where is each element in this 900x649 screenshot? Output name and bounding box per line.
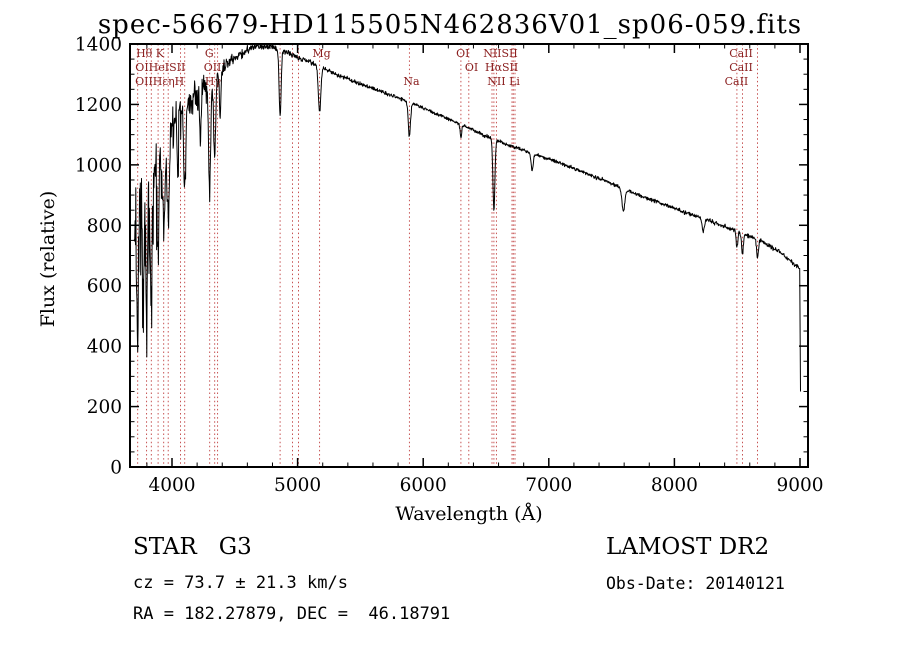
svg-text:4000: 4000: [148, 475, 195, 496]
svg-text:Mg: Mg: [312, 47, 330, 60]
svg-text:200: 200: [87, 397, 122, 418]
x-axis-label: Wavelength (Å): [395, 503, 543, 525]
svg-text:CaII: CaII: [729, 47, 753, 60]
svg-text:1400: 1400: [75, 35, 122, 56]
coordinates-label: RA = 182.27879, DEC = 46.18791: [133, 604, 451, 624]
object-class-label: STAR G3: [133, 534, 252, 560]
svg-text:Na: Na: [403, 75, 420, 88]
plot-title: spec-56679-HD115505N462836V01_sp06-059.f…: [97, 10, 803, 40]
svg-text:HαSII: HαSII: [485, 61, 518, 74]
svg-text:OI: OI: [465, 61, 478, 74]
svg-text:NII Li: NII Li: [487, 75, 520, 88]
survey-label: LAMOST DR2: [606, 534, 770, 560]
svg-text:Hθ K: Hθ K: [136, 47, 165, 60]
svg-text:OIII: OIII: [204, 61, 226, 74]
svg-text:1000: 1000: [75, 155, 122, 176]
svg-text:OIHeISII: OIHeISII: [135, 61, 185, 74]
svg-text:400: 400: [87, 337, 122, 358]
svg-text:CaII: CaII: [729, 61, 753, 74]
svg-text:5000: 5000: [274, 475, 321, 496]
svg-text:CaII: CaII: [725, 75, 749, 88]
redshift-velocity-label: cz = 73.7 ± 21.3 km/s: [133, 573, 348, 593]
svg-text:OIIHεηH: OIIHεηH: [135, 75, 184, 88]
svg-text:800: 800: [87, 216, 122, 237]
svg-text:6000: 6000: [400, 475, 447, 496]
svg-text:9000: 9000: [776, 475, 823, 496]
svg-text:1200: 1200: [75, 95, 122, 116]
svg-text:8000: 8000: [651, 475, 698, 496]
svg-text:600: 600: [87, 276, 122, 297]
svg-text:7000: 7000: [525, 475, 572, 496]
svg-text:OI: OI: [456, 47, 469, 60]
obs-date-label: Obs-Date: 20140121: [606, 574, 785, 593]
svg-text:NIISII: NIISII: [483, 47, 518, 60]
svg-text:0: 0: [110, 458, 122, 479]
svg-text:G: G: [205, 47, 214, 60]
